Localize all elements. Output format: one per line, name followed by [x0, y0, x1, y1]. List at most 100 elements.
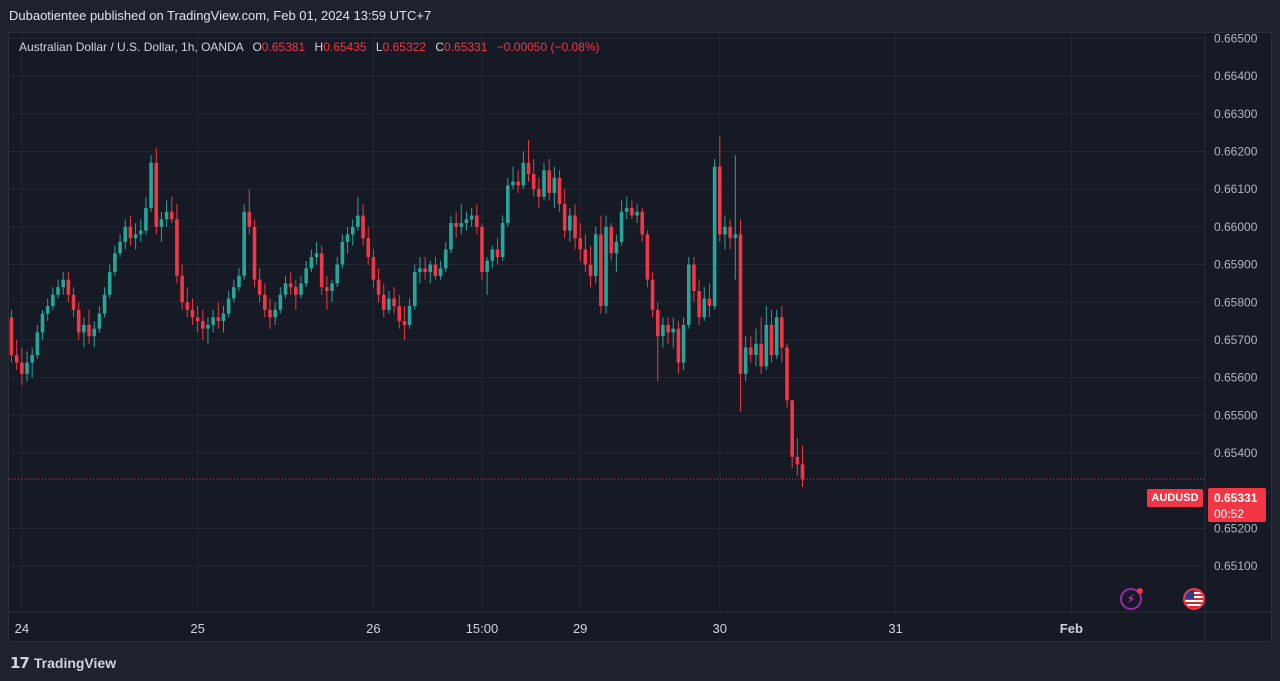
candle-body: [769, 324, 774, 356]
candle-body: [506, 185, 510, 224]
candle-body: [392, 298, 396, 307]
candle-body: [759, 343, 763, 367]
candle-body: [61, 279, 65, 288]
candle-body: [449, 223, 453, 250]
candle-body: [330, 283, 334, 291]
candle-body: [45, 306, 50, 314]
publisher-line: Dubaotientee published on TradingView.co…: [9, 8, 432, 23]
candle-body: [51, 294, 55, 307]
candle-body: [568, 215, 572, 231]
candle-body: [423, 268, 427, 273]
candle-body: [356, 215, 360, 227]
x-tick-label: 25: [190, 621, 204, 636]
candle-body: [686, 264, 691, 325]
candle-body: [376, 279, 381, 295]
candle-body: [593, 234, 598, 276]
candle-body: [619, 211, 624, 242]
candle-body: [76, 309, 81, 333]
candle-body: [521, 162, 526, 186]
candle-body: [459, 223, 464, 227]
candle-body: [71, 294, 76, 310]
candle-body: [397, 306, 402, 322]
candle-body: [175, 219, 179, 276]
candle-body: [314, 253, 319, 258]
y-tick-label: 0.65800: [1214, 295, 1258, 309]
candle-body: [340, 241, 345, 265]
candle-body: [185, 302, 190, 310]
candle-body: [299, 283, 303, 295]
x-tick-label: 29: [573, 621, 587, 636]
candle-body: [133, 234, 138, 239]
last-price-value: 0.65331: [1214, 491, 1258, 505]
legend-low-value: 0.65322: [382, 40, 426, 54]
legend-high-value: 0.65435: [323, 40, 367, 54]
candle-body: [304, 268, 308, 284]
candle-body: [345, 234, 350, 242]
chart-legend: Australian Dollar / U.S. Dollar, 1h, OAN…: [19, 40, 600, 54]
y-tick-label: 0.66000: [1214, 220, 1258, 234]
candle-body: [800, 464, 805, 480]
candle-body: [113, 253, 117, 273]
candle-body: [159, 219, 164, 227]
candle-body: [707, 298, 712, 307]
candle-body: [692, 264, 696, 291]
candle-body: [531, 174, 536, 190]
candle-body: [542, 170, 546, 197]
x-tick-label: 24: [15, 621, 29, 636]
candle-body: [764, 324, 769, 367]
tradingview-logo[interactable]: 17 TradingView: [10, 654, 116, 672]
candle-body: [232, 287, 236, 299]
chart-frame[interactable]: [8, 32, 1272, 642]
candle-body: [562, 204, 567, 231]
y-tick-label: 0.66200: [1214, 144, 1258, 158]
candle-body: [661, 324, 665, 337]
candle-body: [325, 287, 329, 291]
candle-body: [180, 275, 184, 303]
flash-icon[interactable]: ⚡: [1120, 588, 1142, 610]
candle-body: [283, 283, 288, 295]
x-tick-label: 31: [888, 621, 902, 636]
candle-body: [9, 317, 14, 356]
legend-low-label: L: [375, 40, 383, 54]
us-flag-icon[interactable]: [1183, 588, 1205, 610]
candle-body: [402, 321, 407, 325]
candle-body: [712, 166, 717, 307]
y-tick-label: 0.65100: [1214, 559, 1258, 573]
candle-body: [495, 249, 500, 258]
candle-body: [195, 317, 200, 322]
candle-body: [490, 249, 495, 261]
candle-body: [681, 324, 686, 363]
candle-body: [366, 238, 371, 258]
candle-body: [381, 294, 386, 310]
candle-body: [40, 313, 45, 333]
y-tick-label: 0.65900: [1214, 258, 1258, 272]
candle-body: [350, 226, 355, 235]
candle-body: [614, 241, 619, 254]
candle-body: [666, 324, 670, 333]
candle-body: [475, 215, 479, 227]
x-tick-label: 15:00: [466, 621, 499, 636]
candle-body: [743, 347, 748, 374]
candle-body: [319, 253, 324, 288]
x-tick-label: 30: [713, 621, 727, 636]
candle-body: [723, 226, 727, 235]
candle-body: [443, 249, 448, 269]
candle-body: [433, 264, 438, 276]
candle-body: [604, 226, 608, 307]
bar-countdown: 00:52: [1214, 507, 1245, 521]
y-tick-label: 0.65700: [1214, 333, 1258, 347]
candle-body: [464, 219, 469, 224]
tradingview-logo-icon: 17: [10, 654, 30, 672]
candle-body: [407, 306, 412, 325]
candle-body: [242, 211, 246, 276]
candle-body: [645, 234, 650, 280]
symbol-price-tag: AUDUSD: [1147, 489, 1203, 507]
candle-body: [573, 215, 577, 239]
candle-body: [412, 272, 417, 307]
candle-body: [138, 230, 143, 235]
candle-body: [169, 211, 174, 220]
candle-body: [87, 324, 91, 337]
legend-open-label: O: [252, 40, 262, 54]
candle-body: [66, 279, 71, 295]
